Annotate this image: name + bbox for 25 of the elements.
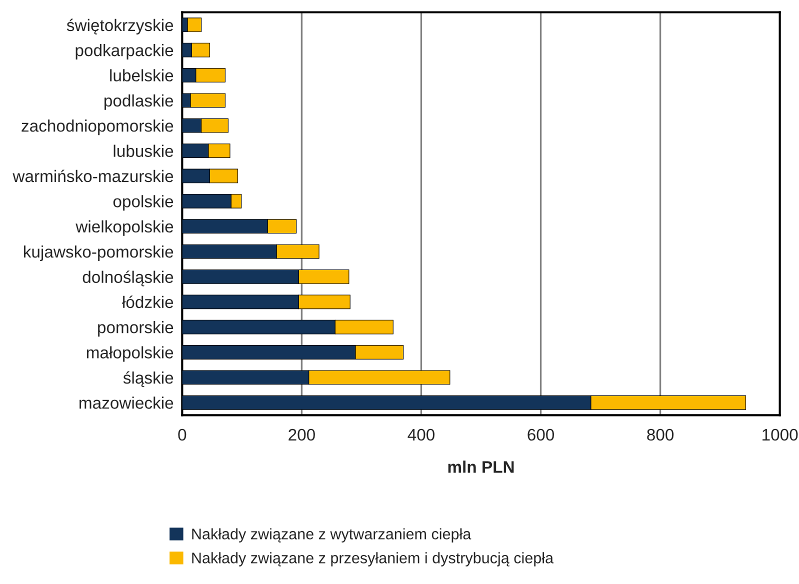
y-tick-label: świętokrzyskie — [66, 18, 174, 34]
y-tick-label: opolskie — [113, 195, 174, 211]
x-tick-label: 1000 — [762, 428, 798, 441]
y-tick-label: dolnośląskie — [82, 270, 174, 286]
x-tick-label: 800 — [647, 428, 674, 441]
y-tick-label: łódzkie — [122, 296, 174, 308]
legend-label: Nakłady związane z wytwarzaniem ciepła — [192, 528, 472, 542]
legend-label: Nakłady związane z przesyłaniem i dystrybucją ciepła — [192, 552, 554, 566]
y-tick-label: wielkopolskie — [76, 220, 174, 236]
y-tick-label: kujawsko-pomorskie — [24, 245, 174, 262]
y-tick-label: podlaskie — [104, 94, 174, 110]
x-axis-title: mln PLN — [448, 460, 514, 473]
y-tick-label: śląskie — [123, 371, 174, 388]
y-tick-label: warmińsko-mazurskie — [12, 170, 174, 182]
x-tick-label: 200 — [288, 428, 315, 441]
x-tick-label: 400 — [408, 428, 434, 441]
y-tick-label: pomorskie — [98, 321, 174, 337]
y-tick-label: lubelskie — [110, 69, 174, 82]
y-tick-label: mazowieckie — [80, 396, 174, 409]
y-tick-label: małopolskie — [86, 346, 174, 362]
x-tick-label: 0 — [178, 428, 186, 441]
y-tick-label: zachodniopomorskie — [22, 120, 174, 136]
x-tick-label: 600 — [528, 428, 554, 441]
y-tick-label: lubuskie — [114, 144, 174, 157]
y-tick-label: podkarpackie — [76, 44, 174, 60]
